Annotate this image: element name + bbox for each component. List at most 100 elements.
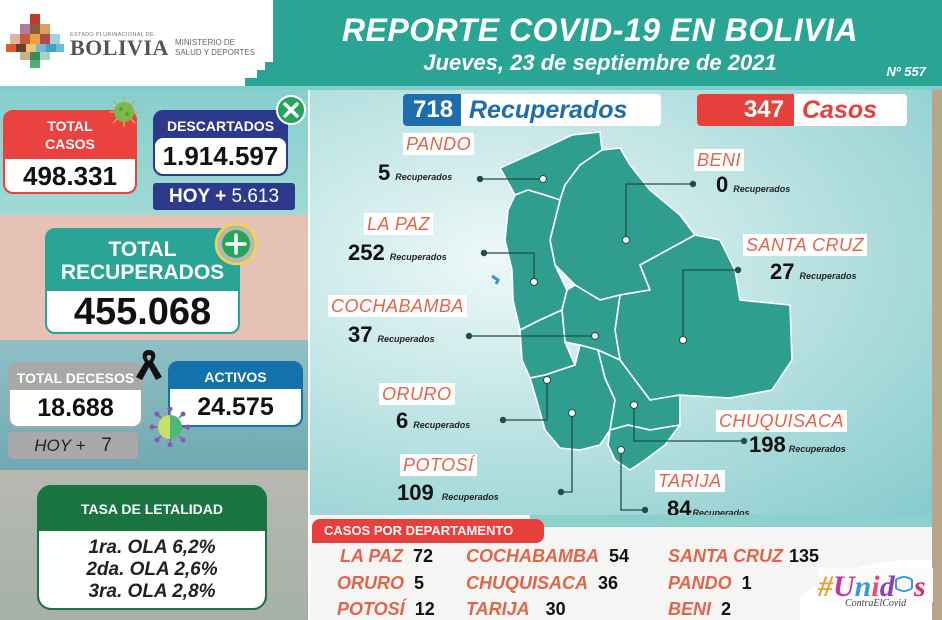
case-item-cochabamba: COCHABAMBA 54 <box>466 546 629 567</box>
total-cases-label-2: CASOS <box>45 136 95 152</box>
total-deaths-value: 18.688 <box>10 390 141 426</box>
cases-by-department-title: CASOS POR DEPARTAMENTO <box>312 519 544 543</box>
mourning-ribbon-icon <box>136 350 162 380</box>
recovered-suffix: Recuperados <box>692 508 750 518</box>
case-dept-name: CHUQUISACA <box>466 573 589 593</box>
recovered-count: 27 <box>770 259 795 284</box>
discarded-today: HOY + 5.613 <box>153 183 295 210</box>
map-value-santa-cruz: 27 Recuperados <box>770 259 857 285</box>
page-title: REPORTE COVID-19 EN BOLIVIA <box>341 12 859 48</box>
map-label-pando: PANDO <box>403 133 475 155</box>
unidos-logo-icon: #Unid s <box>818 568 933 602</box>
case-item-tarija: TARIJA 30 <box>466 599 566 620</box>
total-recovered-value: 455.068 <box>47 291 238 332</box>
header-logo-area: ESTADO PLURINACIONAL DE BOLIVIA MINISTER… <box>0 0 310 88</box>
right-border <box>932 90 942 620</box>
total-deaths-label: TOTAL DECESOS <box>16 370 135 386</box>
total-cases-label-1: TOTAL <box>47 118 93 134</box>
cases-panel-strip <box>530 515 932 527</box>
ministry-line-1: MINISTERIO DE <box>175 38 236 47</box>
map-label-santa-cruz: SANTA CRUZ <box>743 234 868 256</box>
total-cases-card: TOTAL CASOS 498.331 <box>3 110 137 194</box>
total-recovered-label-1: TOTAL <box>108 238 177 261</box>
case-item-pando: PANDO 1 <box>668 573 752 594</box>
map-value-cochabamba: 37 Recuperados <box>348 322 435 348</box>
map-region-tarija <box>607 424 681 471</box>
plus-circle-icon <box>214 222 258 266</box>
bolivia-map <box>465 131 793 514</box>
deaths-today-label: HOY + <box>34 436 86 455</box>
map-label-tarija: TARIJA <box>655 470 725 492</box>
total-recovered-label-2: RECUPERADOS <box>60 261 225 284</box>
map-label-chuquisaca: CHUQUISACA <box>716 410 848 432</box>
case-item-la-paz: LA PAZ 72 <box>340 546 433 567</box>
map-value-pando: 5 Recuperados <box>378 160 452 186</box>
lethality-wave-3: 3ra. OLA 2,8% <box>88 581 216 602</box>
recovered-count: 198 <box>749 432 786 457</box>
recovered-suffix: Recuperados <box>377 334 435 344</box>
x-circle-icon <box>276 95 306 125</box>
recovered-suffix: Recuperados <box>413 420 471 430</box>
total-cases-value: 498.331 <box>5 159 135 192</box>
daily-recovered-badge: 718 Recuperados <box>403 94 661 126</box>
svg-text:#Unid: #Unid <box>818 570 896 602</box>
recovered-suffix: Recuperados <box>788 444 846 454</box>
lethality-wave-1: 1ra. OLA 6,2% <box>88 537 216 558</box>
daily-cases-value: 347 <box>697 94 794 126</box>
case-dept-value: 30 <box>545 599 566 619</box>
ministry-line-2: SALUD Y DEPORTES <box>175 48 256 57</box>
recovered-suffix: Recuperados <box>389 252 447 262</box>
daily-recovered-value: 718 <box>403 94 461 126</box>
lethality-rows: 1ra. OLA 6,2% 2da. OLA 2,6% 3ra. OLA 2,8… <box>39 531 265 608</box>
lethality-label: TASA DE LETALIDAD <box>80 501 224 517</box>
daily-cases-label: Casos <box>802 96 878 124</box>
total-deaths-card: TOTAL DECESOS 18.688 <box>8 362 143 428</box>
map-value-beni: 0 Recuperados <box>716 172 790 198</box>
recovered-suffix: Recuperados <box>395 172 453 182</box>
header-band <box>300 0 942 88</box>
stepped-decoration-icon <box>245 0 305 88</box>
header-divider <box>0 86 942 90</box>
report-date: Jueves, 23 de septiembre de 2021 <box>423 50 777 75</box>
map-label-oruro: ORURO <box>379 383 455 405</box>
ministry-name: MINISTERIO DE SALUD Y DEPORTES <box>175 38 255 58</box>
discarded-card: DESCARTADOS 1.914.597 <box>153 110 288 176</box>
case-dept-name: PANDO <box>668 573 732 593</box>
lake-titicaca-icon <box>491 274 500 285</box>
virus-icon <box>150 407 190 447</box>
campaign-tagline: ContraElCovid <box>845 598 907 609</box>
case-dept-value: 2 <box>721 599 732 619</box>
logo-wordmark: ESTADO PLURINACIONAL DE BOLIVIA <box>70 32 169 59</box>
daily-recovered-label: Recuperados <box>469 96 628 124</box>
recovered-count: 6 <box>396 408 409 433</box>
case-dept-name: COCHABAMBA <box>466 546 599 566</box>
recovered-count: 109 <box>397 480 434 505</box>
discarded-value: 1.914.597 <box>155 138 286 174</box>
case-dept-value: 72 <box>413 546 434 566</box>
case-dept-value: 36 <box>598 573 619 593</box>
recovered-count: 252 <box>348 240 385 265</box>
total-recovered-label: TOTAL RECUPERADOS <box>47 230 238 291</box>
lethality-wave-2: 2da. OLA 2,6% <box>86 559 218 580</box>
map-label-cochabamba: COCHABAMBA <box>328 295 468 317</box>
case-item-oruro: ORURO 5 <box>337 573 424 594</box>
case-item-potosi: POTOSÍ 12 <box>337 599 435 620</box>
case-dept-value: 12 <box>414 599 435 619</box>
recovered-count: 5 <box>378 160 391 185</box>
bolivia-emblem-icon <box>6 14 64 68</box>
discarded-today-value: 5.613 <box>231 186 280 207</box>
case-item-beni: BENI 2 <box>668 599 731 620</box>
map-label-la-paz: LA PAZ <box>364 213 434 235</box>
case-dept-value: 54 <box>609 546 630 566</box>
case-dept-value: 1 <box>741 573 752 593</box>
svg-text:s: s <box>913 570 926 602</box>
map-label-beni: BENI <box>694 149 745 171</box>
case-dept-value: 135 <box>789 546 820 566</box>
active-value: 24.575 <box>170 389 301 425</box>
recovered-suffix: Recuperados <box>441 492 499 502</box>
recovered-suffix: Recuperados <box>733 184 791 194</box>
total-cases-label: TOTAL CASOS <box>5 112 135 159</box>
map-label-potosi: POTOSÍ <box>400 454 477 476</box>
total-recovered-card: TOTAL RECUPERADOS 455.068 <box>45 228 240 334</box>
deaths-today: HOY + 7 <box>8 432 138 459</box>
